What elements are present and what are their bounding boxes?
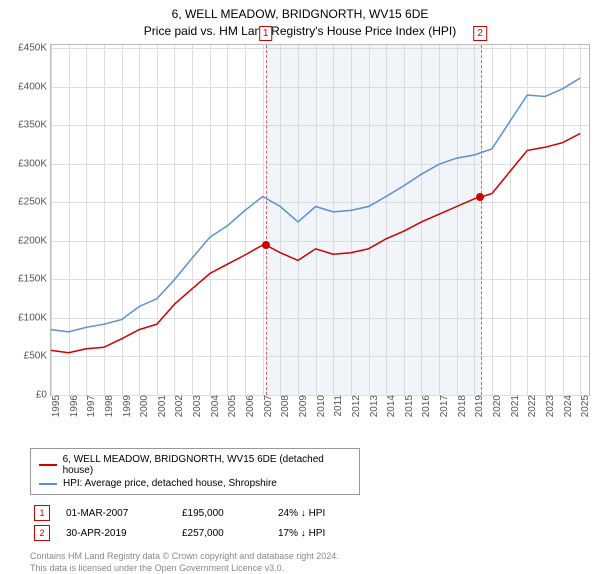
xtick-label: 1997 [82,395,97,417]
sale-price: £257,000 [182,528,262,539]
xtick-label: 2008 [276,395,291,417]
legend-swatch-property [39,464,57,466]
xtick-label: 2020 [488,395,503,417]
ytick-label: £450K [18,43,51,54]
title-line-1: 6, WELL MEADOW, BRIDGNORTH, WV15 6DE [0,6,600,23]
xtick-label: 2006 [241,395,256,417]
xtick-label: 2014 [382,395,397,417]
sale-date: 30-APR-2019 [66,528,166,539]
legend-swatch-hpi [39,483,57,485]
ytick-label: £250K [18,197,51,208]
sale-price: £195,000 [182,508,262,519]
xtick-label: 2015 [400,395,415,417]
sale-flag-2: 2 [473,26,487,41]
xtick-label: 2019 [470,395,485,417]
chart-title: 6, WELL MEADOW, BRIDGNORTH, WV15 6DE Pri… [0,0,600,40]
ytick-label: £300K [18,158,51,169]
footnote: Contains HM Land Registry data © Crown c… [30,551,590,574]
footnote-line-1: Contains HM Land Registry data © Crown c… [30,551,590,563]
ytick-label: £50K [24,351,51,362]
line-layer [51,45,589,395]
footnote-line-2: This data is licensed under the Open Gov… [30,563,590,574]
xtick-label: 2000 [135,395,150,417]
chart-container: 6, WELL MEADOW, BRIDGNORTH, WV15 6DE Pri… [0,0,600,560]
series-property [51,133,580,352]
sale-row: 1 01-MAR-2007 £195,000 24% ↓ HPI [30,503,590,523]
legend-row: HPI: Average price, detached house, Shro… [39,477,351,490]
xtick-label: 1996 [65,395,80,417]
xtick-label: 2007 [259,395,274,417]
title-line-2: Price paid vs. HM Land Registry's House … [0,23,600,40]
sale-date: 01-MAR-2007 [66,508,166,519]
xtick-label: 2002 [170,395,185,417]
legend-row: 6, WELL MEADOW, BRIDGNORTH, WV15 6DE (de… [39,453,351,477]
ytick-label: £350K [18,120,51,131]
legend-label-property: 6, WELL MEADOW, BRIDGNORTH, WV15 6DE (de… [63,454,351,476]
xtick-label: 2017 [435,395,450,417]
xtick-label: 2024 [559,395,574,417]
sale-row: 2 30-APR-2019 £257,000 17% ↓ HPI [30,523,590,543]
sale-flag-1: 1 [259,26,273,41]
xtick-label: 2025 [576,395,591,417]
xtick-label: 1999 [118,395,133,417]
xtick-label: 2023 [541,395,556,417]
series-hpi [51,78,580,332]
below-chart: 6, WELL MEADOW, BRIDGNORTH, WV15 6DE (de… [30,448,590,574]
sale-point-1 [262,241,270,249]
xtick-label: 2011 [329,395,344,417]
sales-table: 1 01-MAR-2007 £195,000 24% ↓ HPI 2 30-AP… [30,503,590,543]
xtick-label: 2013 [365,395,380,417]
ytick-label: £100K [18,312,51,323]
xtick-label: 2012 [347,395,362,417]
xtick-label: 2018 [453,395,468,417]
ytick-label: £400K [18,81,51,92]
sale-marker-1: 1 [34,505,50,521]
sale-hpi-diff: 24% ↓ HPI [278,508,358,519]
sale-hpi-diff: 17% ↓ HPI [278,528,358,539]
sale-marker-2: 2 [34,525,50,541]
sale-point-2 [476,193,484,201]
ytick-label: £200K [18,235,51,246]
xtick-label: 2003 [188,395,203,417]
legend-label-hpi: HPI: Average price, detached house, Shro… [63,478,277,489]
xtick-label: 2004 [206,395,221,417]
xtick-label: 2005 [223,395,238,417]
xtick-label: 1995 [47,395,62,417]
plot-area: £0£50K£100K£150K£200K£250K£300K£350K£400… [50,44,590,396]
xtick-label: 2001 [153,395,168,417]
xtick-label: 1998 [100,395,115,417]
xtick-label: 2022 [523,395,538,417]
xtick-label: 2009 [294,395,309,417]
xtick-label: 2021 [506,395,521,417]
xtick-label: 2010 [312,395,327,417]
legend: 6, WELL MEADOW, BRIDGNORTH, WV15 6DE (de… [30,448,360,495]
xtick-label: 2016 [417,395,432,417]
ytick-label: £150K [18,274,51,285]
